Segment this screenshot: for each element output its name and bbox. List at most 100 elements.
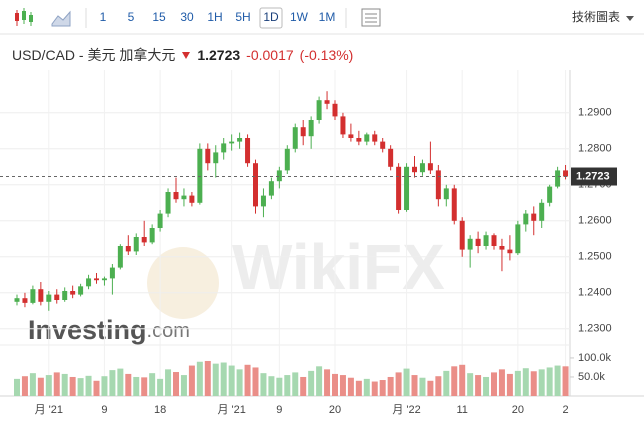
volume-bar — [451, 366, 458, 396]
candle-body — [563, 170, 569, 177]
volume-bar — [157, 378, 164, 396]
candle-body — [173, 192, 179, 200]
volume-bar — [387, 376, 394, 396]
volume-tick-label: 100.0k — [578, 352, 612, 364]
volume-bar — [53, 372, 60, 396]
volume-bar — [260, 373, 267, 396]
candle-body — [396, 166, 402, 210]
volume-bar — [29, 373, 36, 396]
candle-body — [253, 163, 258, 207]
header: USD/CAD - 美元 加拿大元 1.2723 -0.0017 (-0.13%… — [12, 44, 353, 66]
candle-body — [451, 188, 457, 221]
volume-bar — [546, 367, 553, 396]
candle-body — [94, 278, 99, 281]
volume-bar — [117, 368, 124, 396]
timeframe[interactable]: 1D — [263, 10, 279, 24]
x-tick-label: 2 — [562, 404, 568, 416]
candle-body — [427, 163, 433, 171]
volume-bar — [188, 365, 195, 396]
candle-body — [348, 134, 354, 138]
candle-body — [78, 286, 84, 295]
down-arrow — [182, 52, 191, 59]
candle-body — [404, 166, 410, 210]
volume-bar — [467, 373, 474, 396]
candle-body — [443, 188, 449, 200]
volume-bar — [141, 377, 148, 396]
volume-bar — [149, 373, 156, 396]
volume-bar — [69, 376, 76, 396]
volume-bar — [77, 378, 84, 396]
x-tick-label: 月 '21 — [217, 404, 245, 416]
technical-chart-link[interactable]: 技術圖表 — [572, 10, 620, 24]
candle-body — [117, 246, 123, 268]
timeframe[interactable]: 5 — [128, 10, 135, 24]
last-price-box — [571, 167, 617, 186]
candle-body — [276, 170, 282, 182]
volume-bar — [339, 375, 346, 396]
volume-bar — [403, 368, 410, 396]
timeframe[interactable]: 5H — [235, 10, 250, 24]
candle-body — [491, 235, 497, 246]
volume-bar — [443, 370, 450, 396]
area-icon[interactable] — [51, 10, 71, 27]
candle-body — [165, 192, 171, 214]
x-tick-label: 20 — [512, 404, 524, 416]
timeframe[interactable]: 1 — [100, 10, 107, 24]
candle-body — [483, 235, 489, 246]
volume-bar — [419, 377, 426, 396]
candle-body — [507, 249, 513, 254]
x-tick-label: 20 — [329, 404, 341, 416]
volume-bar — [37, 377, 44, 396]
volume-bar — [101, 376, 108, 396]
volume-bar — [554, 365, 561, 396]
candle-body — [14, 298, 20, 302]
volume-bar — [228, 365, 235, 396]
change: -0.0017 — [246, 47, 294, 63]
timeframe[interactable]: 1H — [207, 10, 222, 24]
volume-bar — [61, 373, 68, 396]
timeframe[interactable]: 15 — [152, 10, 166, 24]
volume-bar — [125, 373, 132, 396]
timeframe[interactable]: 30 — [180, 10, 194, 24]
x-tick-label: 9 — [101, 404, 107, 416]
x-tick-label: 11 — [456, 404, 467, 416]
volume-bar — [45, 375, 52, 396]
candle-icon[interactable] — [15, 8, 33, 26]
grid — [0, 70, 574, 396]
candle-body — [260, 195, 266, 207]
volume-bar — [196, 361, 203, 396]
volume-bar — [133, 376, 140, 396]
y-tick-label: 1.2400 — [578, 287, 612, 299]
candle-body — [229, 141, 235, 144]
volume-bar — [506, 373, 513, 396]
timeframe[interactable]: 1W — [290, 10, 309, 24]
volume-bar — [530, 371, 537, 396]
volume-bar — [21, 376, 28, 396]
last-price: 1.2723 — [197, 47, 241, 63]
dropdown-arrow[interactable] — [626, 16, 634, 21]
volume-bar — [498, 369, 505, 396]
volume-bar — [109, 370, 116, 396]
volume-tick-label: 50.0k — [578, 371, 605, 383]
candle-body — [157, 213, 163, 228]
volume-bar — [284, 375, 291, 396]
timeframe[interactable]: 1M — [319, 10, 336, 24]
last-price-label: 1.2723 — [576, 170, 610, 182]
grid-icon[interactable] — [361, 8, 381, 27]
candle-body — [133, 237, 139, 252]
active-timeframe-box — [259, 7, 283, 29]
candle-body — [300, 127, 306, 137]
plot-bg — [0, 70, 570, 396]
volume-bar — [180, 375, 187, 396]
candle-body — [54, 294, 60, 300]
volume-bar — [85, 375, 92, 396]
volume-bar — [204, 360, 211, 396]
candle-body — [475, 238, 481, 246]
candle-body — [22, 298, 28, 303]
volume-bar — [252, 367, 259, 396]
candle-body — [316, 100, 322, 120]
volume-bar — [332, 373, 338, 396]
x-tick-label: 9 — [276, 404, 282, 416]
